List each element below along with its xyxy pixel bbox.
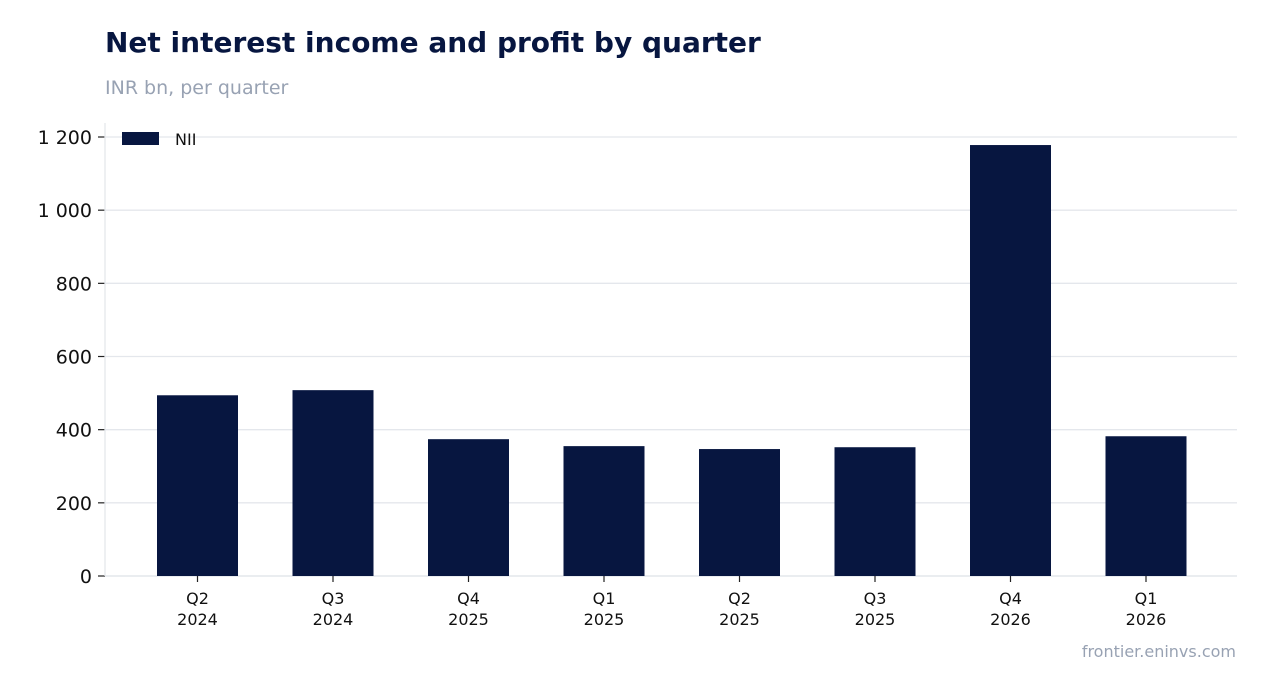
- x-tick-label: 2026: [1126, 610, 1167, 629]
- y-tick-label: 400: [56, 420, 92, 442]
- bar: [834, 447, 916, 576]
- x-tick-label: Q1: [1135, 589, 1158, 608]
- bar: [699, 449, 780, 576]
- x-tick-label: Q2: [186, 589, 209, 608]
- y-tick-label: 1 000: [38, 200, 92, 222]
- chart-subtitle: INR bn, per quarter: [105, 77, 289, 99]
- bar: [292, 390, 374, 576]
- x-tick-label: 2025: [855, 610, 896, 629]
- x-tick-label: Q4: [457, 589, 480, 608]
- y-tick-label: 600: [56, 347, 92, 369]
- y-tick-label: 800: [56, 273, 92, 295]
- x-tick-label: Q3: [322, 589, 345, 608]
- x-tick-label: 2026: [990, 610, 1031, 629]
- y-tick-label: 0: [80, 566, 92, 588]
- chart-title: Net interest income and profit by quarte…: [105, 26, 761, 59]
- legend-swatch: [122, 132, 159, 145]
- x-tick-label: Q2: [728, 589, 751, 608]
- bar: [1105, 436, 1187, 576]
- bar: [157, 395, 238, 576]
- source-credit: frontier.eninvs.com: [1081, 642, 1236, 661]
- bar: [563, 446, 645, 576]
- x-tick-label: Q4: [999, 589, 1022, 608]
- x-tick-label: 2025: [584, 610, 625, 629]
- y-tick-label: 1 200: [38, 127, 92, 149]
- legend-label: NII: [175, 130, 196, 149]
- x-tick-label: Q3: [864, 589, 887, 608]
- x-tick-label: 2024: [177, 610, 218, 629]
- x-tick-label: 2024: [313, 610, 354, 629]
- x-tick-label: 2025: [719, 610, 760, 629]
- x-tick-label: 2025: [448, 610, 489, 629]
- x-tick-label: Q1: [593, 589, 616, 608]
- y-tick-label: 200: [56, 493, 92, 515]
- bar: [970, 145, 1051, 576]
- bar: [428, 439, 509, 576]
